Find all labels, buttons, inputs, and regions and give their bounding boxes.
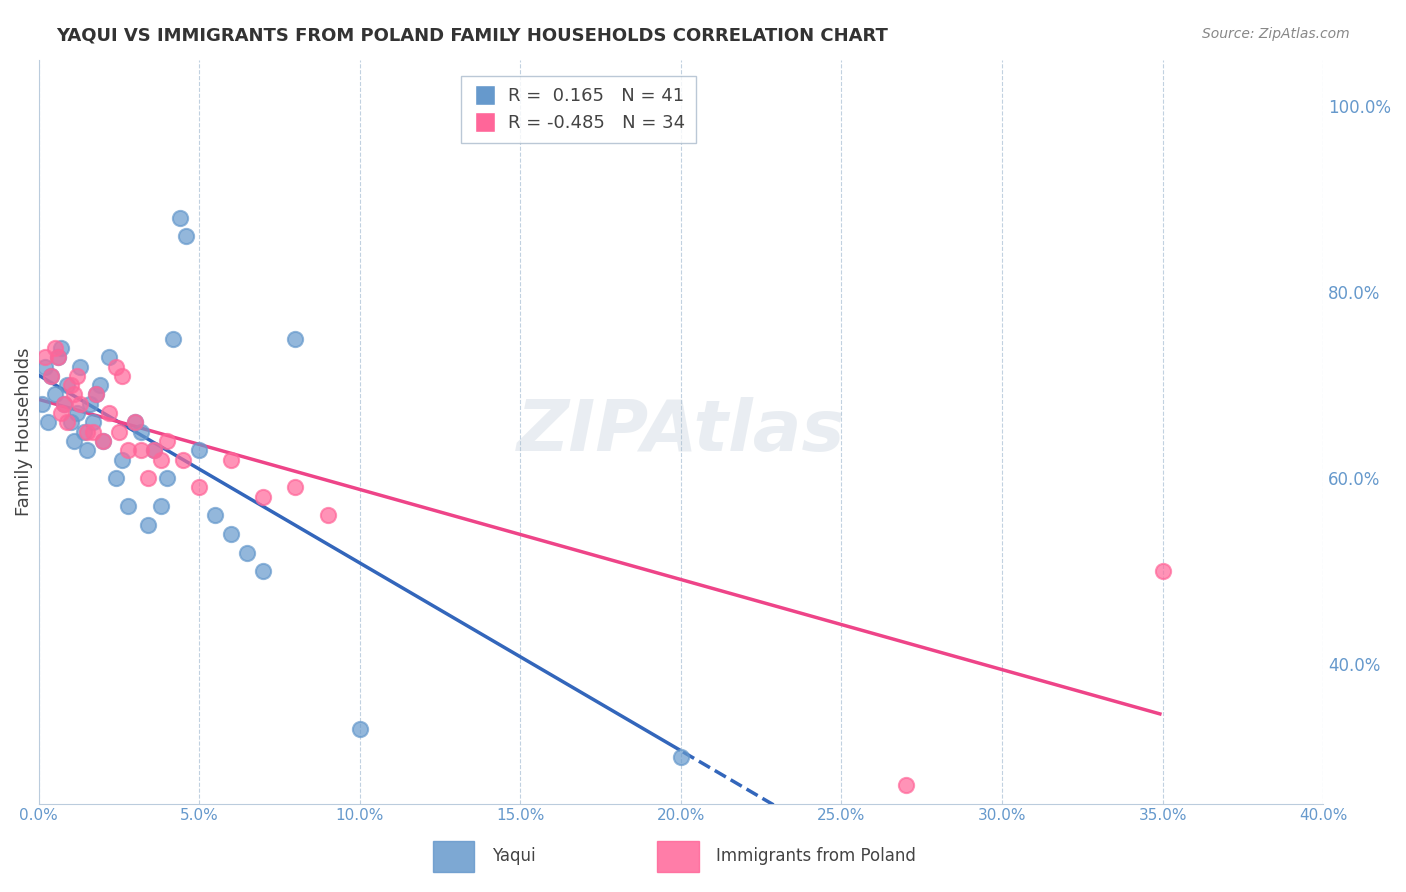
Point (59, 415, 82, 429)
Point (894, 778, 917, 792)
Point (219, 527, 242, 541)
Text: YAQUI VS IMMIGRANTS FROM POLAND FAMILY HOUSEHOLDS CORRELATION CHART: YAQUI VS IMMIGRANTS FROM POLAND FAMILY H… (56, 27, 889, 45)
Point (69, 397, 91, 411)
Point (131, 425, 153, 439)
Point (98, 406, 121, 420)
Point (143, 443, 166, 458)
Point (98, 350, 121, 364)
Point (149, 452, 172, 467)
Point (72, 425, 94, 439)
Point (46, 350, 69, 364)
Point (284, 332, 307, 346)
Text: Immigrants from Poland: Immigrants from Poland (716, 847, 917, 865)
Point (111, 452, 134, 467)
Point (49, 341, 72, 355)
Point (111, 368, 134, 383)
Point (188, 443, 211, 458)
Point (82, 425, 104, 439)
Point (669, 750, 692, 764)
Point (34, 350, 56, 364)
Bar (657, 840, 699, 872)
Point (69, 359, 91, 374)
Legend: R =  0.165   N = 41, R = -0.485   N = 34: R = 0.165 N = 41, R = -0.485 N = 34 (461, 76, 696, 143)
Point (252, 564, 274, 578)
Point (56, 378, 79, 392)
Point (49, 406, 72, 420)
Point (66, 406, 89, 420)
Point (89, 378, 111, 392)
Point (117, 443, 139, 458)
Y-axis label: Family Households: Family Households (15, 347, 32, 516)
Point (86, 387, 108, 401)
Bar (433, 840, 474, 872)
Point (162, 332, 184, 346)
Point (131, 443, 153, 458)
Point (82, 415, 104, 429)
Point (44, 341, 66, 355)
Point (59, 378, 82, 392)
Point (104, 359, 127, 374)
Point (108, 425, 131, 439)
Point (31, 397, 53, 411)
Text: ZIPAtlas: ZIPAtlas (516, 397, 845, 467)
Point (252, 490, 274, 504)
Point (136, 517, 159, 532)
Point (174, 229, 197, 244)
Point (188, 480, 211, 494)
Point (117, 499, 139, 513)
Point (136, 471, 159, 485)
Point (156, 471, 179, 485)
Point (104, 471, 127, 485)
Point (86, 387, 108, 401)
Point (63, 434, 86, 448)
Text: Source: ZipAtlas.com: Source: ZipAtlas.com (1202, 27, 1350, 41)
Point (156, 434, 179, 448)
Point (53, 397, 76, 411)
Point (284, 480, 307, 494)
Point (91, 434, 114, 448)
Point (79, 397, 101, 411)
Point (169, 211, 191, 225)
Point (41, 368, 63, 383)
Text: Yaqui: Yaqui (492, 847, 536, 865)
Point (46, 350, 69, 364)
Point (124, 415, 146, 429)
Point (143, 443, 166, 458)
Point (56, 415, 79, 429)
Point (91, 434, 114, 448)
Point (124, 415, 146, 429)
Point (316, 508, 339, 523)
Point (172, 452, 194, 467)
Point (34, 359, 56, 374)
Point (66, 368, 89, 383)
Point (53, 397, 76, 411)
Point (149, 499, 172, 513)
Point (204, 508, 226, 523)
Point (44, 387, 66, 401)
Point (37, 415, 59, 429)
Point (219, 452, 242, 467)
Point (63, 387, 86, 401)
Point (1152, 564, 1174, 578)
Point (236, 545, 259, 559)
Point (76, 425, 98, 439)
Point (41, 368, 63, 383)
Point (76, 443, 98, 458)
Point (349, 723, 371, 737)
